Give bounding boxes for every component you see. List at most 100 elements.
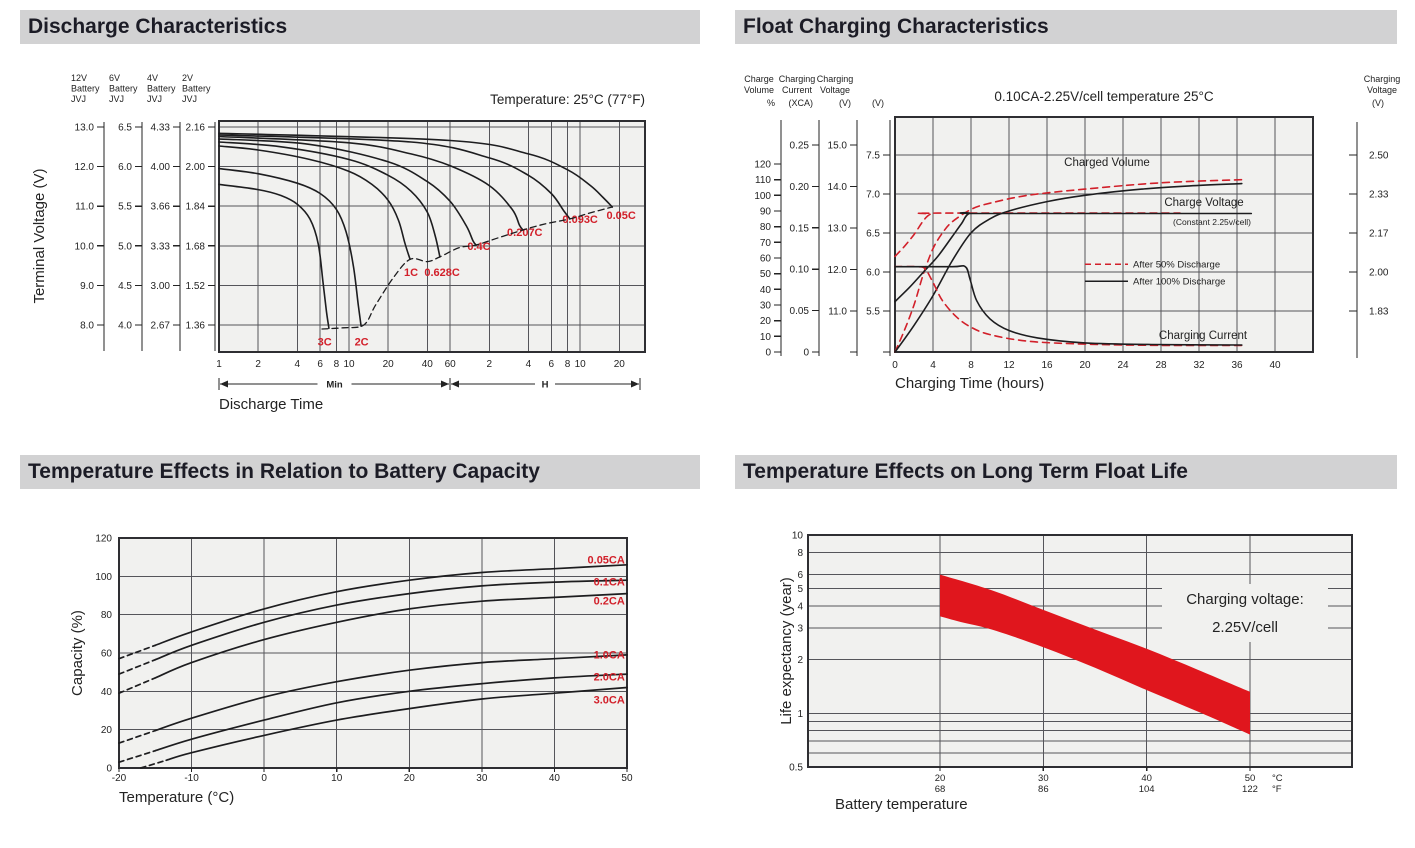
x-tick: 10 [343,359,355,370]
axis-unit: (XCA) [789,98,814,108]
y-tick: 0.25 [790,141,810,152]
y-tick: 5.5 [866,307,880,318]
y-tick: 11.0 [828,307,847,318]
x-tick: 40 [549,773,561,784]
axis-header: JVJ [182,94,197,104]
y-tick: 0.05 [790,306,810,317]
axis-header: Voltage [820,85,850,95]
x-tick: 60 [445,359,457,370]
x-tick-fahrenheit: 104 [1139,784,1155,795]
x-tick: 1 [216,359,222,370]
y-axis-title: Terminal Voltage (V) [31,168,48,303]
axis-unit: (V) [1372,98,1384,108]
x-tick: 16 [1041,360,1053,371]
curve-labels: Charged Volume Charge Voltage (Constant 2.… [1064,157,1251,342]
label: Min [326,380,343,391]
rate-label: 0.2CA [594,596,625,608]
rate-label: 3C [318,337,332,349]
x-tick: 30 [476,773,488,784]
y-tick: 120 [754,159,771,170]
y-tick: 0 [765,348,771,359]
x-tick: 0 [261,773,267,784]
axis-unit: (V) [839,98,851,108]
axis-unit: % [767,98,775,108]
axis-header: JVJ [147,94,162,104]
y-axis-title: Life expectancy (year) [778,577,795,725]
rate-label: 0.093C [562,214,598,226]
y-tick: 2.17 [1369,229,1389,240]
x-tick: 28 [1155,360,1167,371]
float-charging-title-bar: Float Charging Characteristics [735,10,1397,44]
y-tick: 8.0 [80,321,94,332]
y-tick: 6.0 [866,268,880,279]
y-tick: 5.0 [118,241,132,252]
rate-label: 2C [355,337,369,349]
y-tick: 5.5 [118,202,132,213]
x-tick: 4 [526,359,532,370]
y-tick: 10 [760,332,772,343]
x-tick: 6 [549,359,555,370]
x-tick: 4 [294,359,300,370]
y-tick: 1.68 [186,241,206,252]
axis-header: 4V [147,73,158,83]
charged-volume-label: Charged Volume [1064,157,1150,169]
y-tick: 6.0 [118,162,132,173]
y-axis: 0 20 40 60 80 100 120 [95,533,112,774]
discharge-curves: 3C 2C 1C 0.628C 0.4C 0.207C 0.093C 0.05C [218,132,636,349]
x-tick-celsius: 30 [1038,773,1049,784]
x-tick-fahrenheit: 122 [1242,784,1258,795]
y-tick: 2.50 [1369,151,1389,162]
y-tick: 5 [797,584,803,595]
axis-header: 6V [109,73,120,83]
y-tick: 0.5 [789,763,803,774]
x-tick-fahrenheit: 86 [1038,784,1049,795]
discharge-title-bar: Discharge Characteristics [20,10,700,44]
y-tick: 4.0 [118,321,132,332]
y-tick: 15.0 [828,141,848,152]
capacity-curves: 0.05CA 0.1CA 0.2CA 1.0CA 2.0CA 3.0CA [118,555,628,769]
y-tick: 2.00 [186,162,206,173]
axis-header: 12V [71,73,87,83]
x-tick: 20 [404,773,416,784]
y-tick: 0 [106,764,112,775]
y-tick: 11.0 [75,202,94,213]
y-tick: 20 [760,316,772,327]
label: H [542,380,549,391]
x-tick: 6 [317,359,323,370]
float-life-title: Temperature Effects on Long Term Float L… [743,460,1188,483]
y-axis: 10 8 6 5 4 3 2 1 0.5 [789,531,803,774]
y-tick: 1.52 [186,281,206,292]
y-tick: 40 [760,285,772,296]
float-life-title-bar: Temperature Effects on Long Term Float L… [735,455,1397,489]
axis-header: Battery [147,84,176,94]
capacity-title: Temperature Effects in Relation to Batte… [28,460,540,483]
y-tick: 4.5 [118,281,132,292]
y-tick: 3 [797,624,803,635]
y-tick: 40 [101,687,113,698]
y-tick: 60 [760,253,772,264]
x-axis-title: Charging Time (hours) [895,375,1044,392]
y-tick: 13.0 [828,224,848,235]
axis-header: Charging [817,74,854,84]
y-tick: 0.20 [790,182,810,193]
x-tick: 12 [1003,360,1015,371]
rate-label: 0.1CA [594,577,625,589]
y-tick: 6.5 [118,123,132,134]
rate-label: 0.628C [424,267,460,279]
x-tick: 8 [968,360,974,371]
charging-voltage-annotation: Charging voltage: [1186,591,1304,608]
x-tick: 8 [334,359,340,370]
end-voltage-envelope [321,206,613,330]
y-tick: 2.16 [186,123,206,134]
y-tick: 2 [797,655,803,666]
y-tick: 70 [760,238,772,249]
axis-header: Battery [71,84,100,94]
x-tick: -20 [112,773,127,784]
conditions-annotation: 0.10CA-2.25V/cell temperature 25°C [994,89,1214,104]
x-tick: 50 [621,773,633,784]
axis-header: Charging [779,74,816,84]
rate-label: 0.4C [467,241,490,253]
y-tick: 20 [101,725,113,736]
